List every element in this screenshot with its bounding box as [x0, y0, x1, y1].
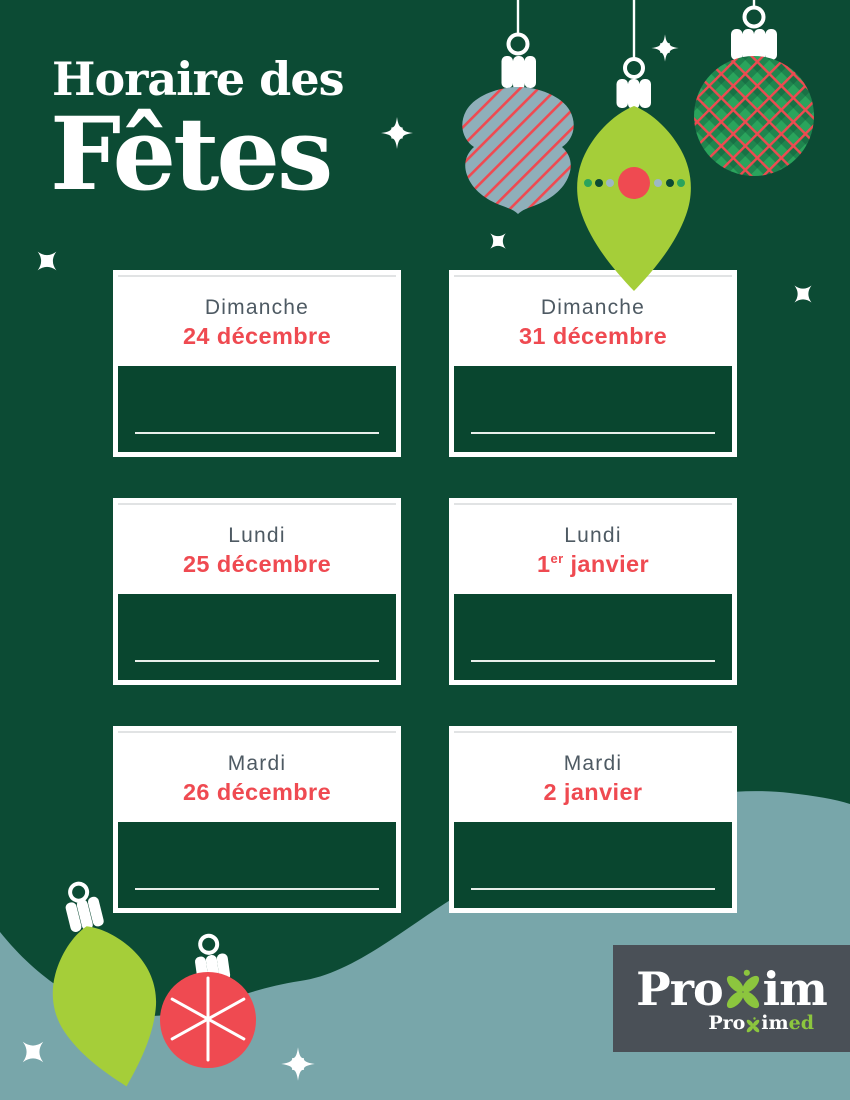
snowflake-icon: [170, 976, 246, 1062]
lime-ornament-icon: [577, 57, 691, 291]
ornament-strings: [516, 0, 756, 58]
card-date-label: 2 janvier: [543, 778, 643, 805]
card-day-label: Lundi: [564, 524, 622, 548]
sparkle-star-icon: [651, 34, 679, 62]
card-day-label: Dimanche: [204, 296, 310, 320]
card-day-label: Mardi: [227, 752, 287, 776]
card-date-label: 26 décembre: [182, 778, 332, 805]
hours-write-line: [471, 432, 715, 434]
card-header: Lundi 25 décembre: [118, 503, 396, 594]
hours-write-line: [135, 432, 379, 434]
proximed-leaf-x-icon: [746, 1016, 760, 1032]
card-day-label: Lundi: [228, 524, 286, 548]
x-sparkle-icon: [490, 233, 506, 249]
card-day-label: Mardi: [563, 752, 623, 776]
proxim-logo-box: Pro im Pro im ed: [613, 945, 850, 1052]
sparkle-star-icon: [281, 1047, 315, 1081]
card-hours-area: [118, 366, 396, 456]
plaid-ball-ornament-icon: [694, 5, 814, 176]
card-date-label: 1er janvier: [536, 550, 650, 577]
poster-title-line2: Fêtes: [50, 95, 333, 213]
card-header: Mardi 26 décembre: [118, 731, 396, 822]
card-date-label: 31 décembre: [518, 322, 668, 349]
x-sparkle-icon: [794, 285, 812, 303]
schedule-card-jan2: Mardi 2 janvier: [449, 726, 737, 913]
hours-write-line: [471, 660, 715, 662]
schedule-card-dec26: Mardi 26 décembre: [113, 726, 401, 913]
proxim-leaf-x-icon: [726, 969, 759, 1009]
card-hours-area: [118, 822, 396, 912]
ornament-dots: [584, 167, 685, 199]
schedule-card-jan1: Lundi 1er janvier: [449, 498, 737, 685]
card-header: Lundi 1er janvier: [454, 503, 732, 594]
poster-title-line1: Horaire des: [52, 52, 345, 106]
x-sparkle-icon: [22, 1041, 44, 1063]
hours-write-line: [135, 888, 379, 890]
card-date-label: 24 décembre: [182, 322, 332, 349]
red-ball-ornament-icon: [160, 933, 256, 1068]
card-date-label: 25 décembre: [182, 550, 332, 577]
card-hours-area: [454, 366, 732, 456]
schedule-card-dec31: Dimanche 31 décembre: [449, 270, 737, 457]
card-hours-area: [454, 594, 732, 684]
card-hours-area: [454, 822, 732, 912]
card-hours-area: [118, 594, 396, 684]
x-sparkle-icon: [37, 251, 57, 271]
hours-write-line: [135, 660, 379, 662]
card-header: Dimanche 31 décembre: [454, 275, 732, 366]
card-header: Dimanche 24 décembre: [118, 275, 396, 366]
striped-ornament-icon: [462, 32, 574, 214]
hours-write-line: [471, 888, 715, 890]
proximed-logo: Pro im ed: [708, 1012, 814, 1034]
sparkle-star-icon: [381, 117, 413, 149]
proxim-logo: Pro im: [636, 962, 828, 1016]
card-header: Mardi 2 janvier: [454, 731, 732, 822]
card-day-label: Dimanche: [540, 296, 646, 320]
schedule-card-dec25: Lundi 25 décembre: [113, 498, 401, 685]
schedule-card-dec24: Dimanche 24 décembre: [113, 270, 401, 457]
